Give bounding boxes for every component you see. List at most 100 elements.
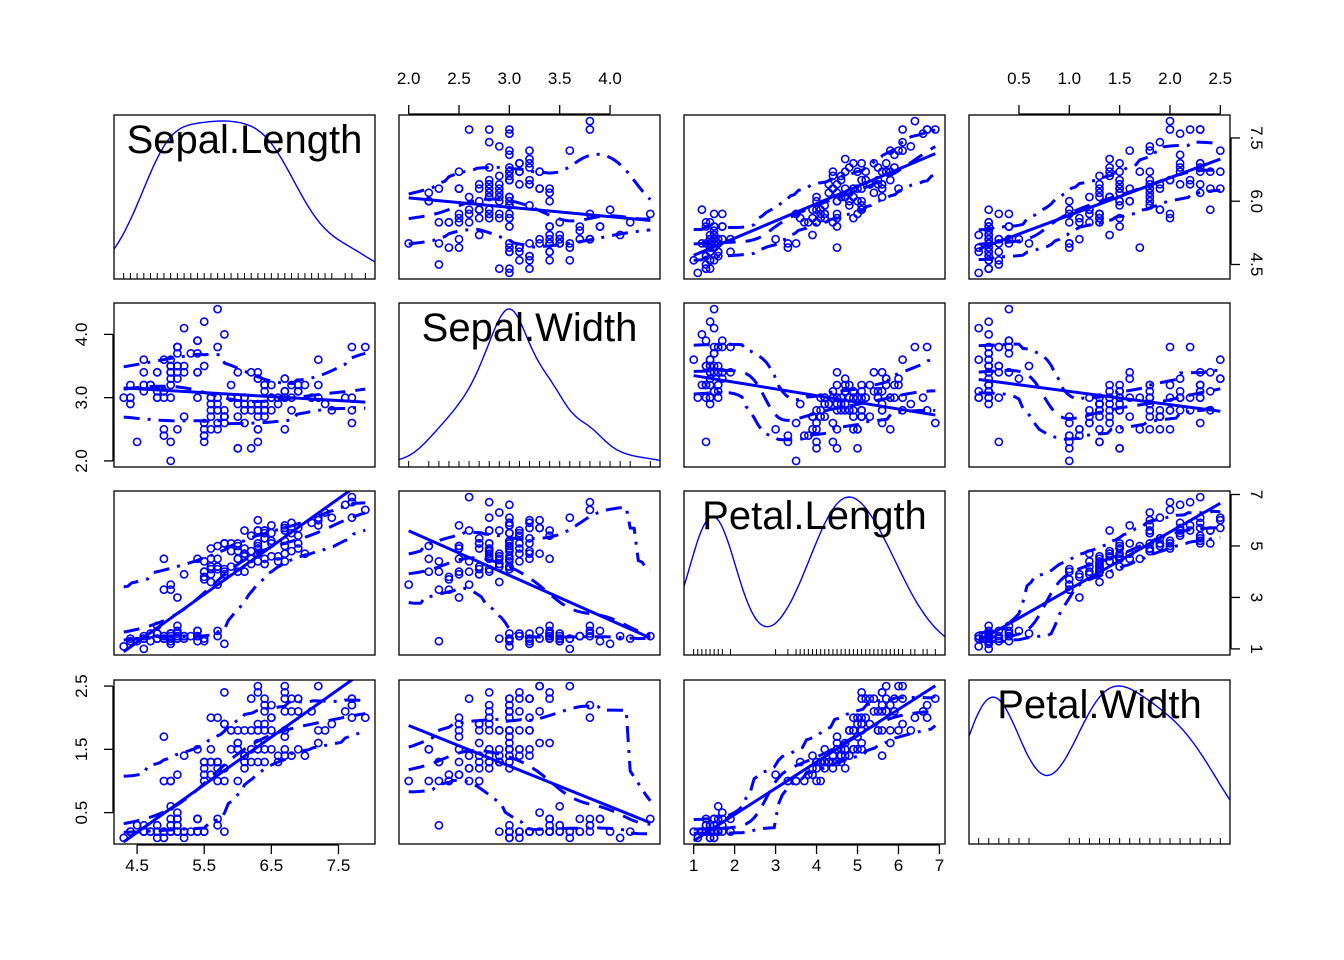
panel-r1c2 — [398, 114, 661, 280]
data-point — [1175, 386, 1185, 396]
data-point — [219, 827, 229, 836]
data-point — [219, 569, 229, 579]
data-point — [771, 424, 780, 434]
data-point — [1115, 541, 1124, 551]
tick-label: 4.0 — [72, 323, 91, 347]
panel-r3c2 — [398, 490, 661, 656]
data-point — [535, 681, 544, 691]
data-point — [881, 707, 891, 716]
panel-r2c4 — [968, 302, 1231, 468]
data-point — [504, 744, 514, 754]
data-point — [717, 336, 727, 346]
panel-plot-area — [969, 685, 1230, 844]
tick-label: 0.5 — [72, 801, 91, 825]
data-point — [1145, 412, 1155, 421]
data-point — [515, 179, 524, 189]
data-point — [464, 751, 474, 761]
data-point — [474, 776, 484, 786]
data-point — [1165, 116, 1175, 126]
smoother-lower-band — [123, 528, 366, 642]
smoother-lower-band — [408, 778, 651, 836]
data-point — [1064, 238, 1074, 248]
panel-border — [398, 679, 661, 845]
data-point — [1024, 361, 1034, 371]
data-point — [689, 355, 699, 365]
data-point — [709, 361, 719, 371]
panel-r3c1 — [113, 490, 376, 656]
data-point — [525, 549, 534, 559]
data-point — [454, 757, 464, 767]
smoother-line — [978, 526, 1221, 639]
data-point — [898, 719, 907, 729]
data-point — [820, 399, 830, 409]
data-point — [877, 192, 887, 202]
data-point — [849, 744, 858, 754]
data-point — [1024, 629, 1034, 638]
variable-label-sepal-length: Sepal.Length — [127, 118, 363, 162]
data-point — [260, 726, 269, 735]
data-point — [159, 732, 169, 742]
data-point — [645, 209, 655, 219]
data-point — [1115, 424, 1124, 434]
data-point — [525, 158, 534, 168]
data-point — [515, 744, 524, 754]
data-point — [320, 399, 330, 409]
data-point — [474, 544, 484, 553]
data-point — [253, 405, 263, 415]
data-point — [857, 405, 866, 415]
data-point — [697, 205, 707, 215]
panel-border — [968, 490, 1231, 656]
data-point — [1095, 217, 1104, 227]
data-point — [832, 243, 842, 252]
data-point — [812, 437, 821, 447]
data-point — [545, 688, 554, 697]
data-point — [1135, 167, 1145, 177]
data-point — [494, 196, 504, 206]
data-point — [844, 200, 854, 210]
data-point — [246, 443, 256, 453]
data-point — [525, 515, 534, 525]
panel-plot-area — [974, 492, 1225, 654]
data-point — [219, 329, 229, 339]
data-point — [585, 505, 595, 515]
data-point — [1155, 184, 1165, 193]
data-point — [906, 726, 916, 735]
data-point — [1105, 399, 1114, 409]
data-point — [474, 763, 484, 773]
panel-plot-area — [689, 304, 940, 466]
data-point — [1165, 405, 1175, 415]
data-point — [791, 418, 801, 428]
data-point — [873, 386, 883, 396]
smoother-upper-band — [123, 501, 366, 589]
data-point — [861, 713, 871, 723]
data-point — [313, 726, 323, 735]
data-point — [464, 694, 474, 704]
data-point — [1095, 171, 1104, 181]
data-point — [525, 179, 534, 189]
data-point — [474, 213, 484, 223]
panel-border — [968, 679, 1231, 845]
data-point — [857, 688, 866, 697]
data-point — [545, 554, 554, 564]
data-point — [454, 234, 464, 244]
tick-label: 6 — [894, 856, 903, 875]
data-point — [525, 694, 534, 704]
data-point — [726, 367, 735, 377]
data-point — [1115, 539, 1124, 548]
data-point — [713, 801, 723, 811]
data-point — [213, 304, 222, 314]
data-point — [444, 575, 454, 584]
data-point — [1135, 243, 1145, 252]
data-point — [1105, 163, 1114, 172]
data-point — [1095, 179, 1104, 189]
data-point — [515, 631, 524, 641]
tick-label: 5 — [1247, 541, 1266, 550]
data-point — [464, 125, 474, 134]
tick-label: 1.5 — [1108, 69, 1132, 88]
data-point — [701, 264, 711, 274]
data-point — [984, 317, 994, 327]
data-point — [555, 801, 565, 811]
data-point — [771, 234, 780, 244]
data-point — [535, 626, 544, 636]
data-point — [474, 569, 484, 579]
